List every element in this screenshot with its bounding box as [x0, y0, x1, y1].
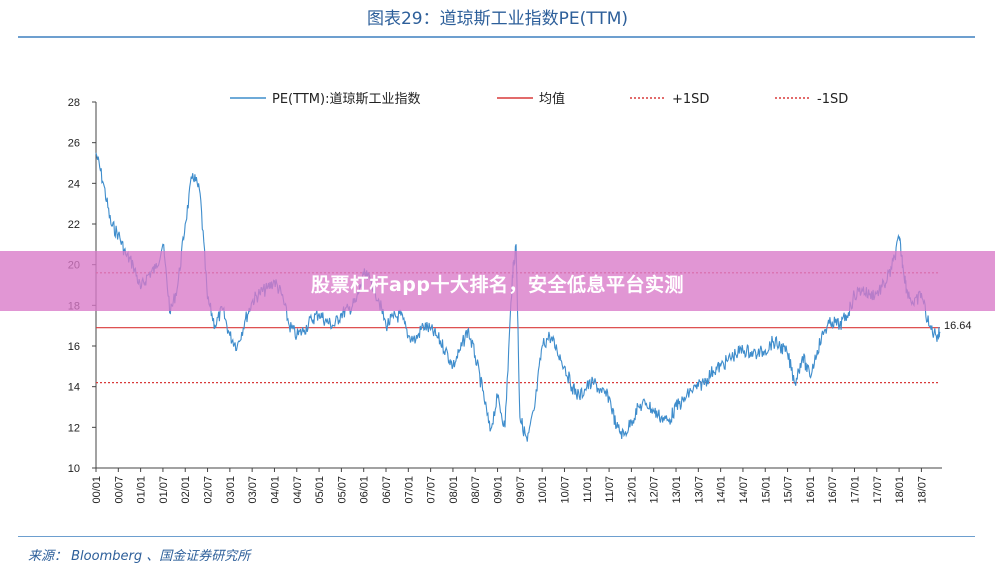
y-axis-ticks: 10121416182022242628: [68, 97, 96, 475]
x-tick-label: 11/01: [582, 476, 594, 503]
x-tick-label: 08/01: [448, 476, 460, 504]
x-tick-label: 09/01: [493, 476, 505, 504]
x-tick-label: 00/01: [91, 476, 103, 504]
x-tick-label: 04/07: [292, 476, 304, 504]
x-tick-label: 15/07: [783, 476, 795, 504]
y-tick-label: 26: [68, 138, 80, 150]
legend-label: 均值: [539, 91, 565, 107]
y-tick-label: 12: [68, 422, 80, 434]
x-tick-label: 11/07: [604, 476, 616, 503]
y-tick-label: 28: [68, 97, 80, 109]
x-axis-ticks: 00/01 00/07 01/01 01/07 02/01 02/07 03/01 03/07…: [91, 468, 928, 504]
y-tick-label: 14: [68, 382, 80, 394]
x-tick-label: 18/01: [894, 476, 906, 504]
x-tick-label: 03/07: [247, 476, 259, 504]
x-tick-label: 03/01: [225, 476, 237, 504]
end-value-label: 16.64: [944, 320, 972, 332]
x-tick-label: 01/07: [158, 476, 170, 504]
x-tick-label: 10/01: [537, 476, 549, 504]
source-note: 来源： Bloomberg 、国金证券研究所: [28, 549, 251, 564]
y-tick-label: 22: [68, 219, 80, 231]
x-tick-label: 08/07: [470, 476, 482, 504]
x-tick-label: 14/07: [738, 476, 750, 504]
x-tick-label: 05/01: [314, 476, 326, 504]
x-tick-label: 10/07: [559, 476, 571, 504]
x-tick-label: 17/07: [872, 476, 884, 504]
x-tick-label: 16/07: [827, 476, 839, 504]
x-tick-label: 09/07: [515, 476, 527, 504]
x-tick-label: 18/07: [916, 476, 928, 504]
x-tick-label: 12/01: [626, 476, 638, 504]
x-tick-label: 02/01: [180, 476, 192, 504]
x-tick-label: 04/01: [269, 476, 281, 504]
chart-title: 图表29：道琼斯工业指数PE(TTM): [366, 9, 629, 29]
x-tick-label: 06/01: [359, 476, 371, 504]
overlay-banner-text: 股票杠杆app十大排名，安全低息平台实测: [310, 274, 685, 296]
x-tick-label: 07/01: [403, 476, 415, 504]
x-tick-label: 13/01: [671, 476, 683, 504]
legend-label: -1SD: [817, 92, 848, 107]
pe-series-line: [95, 152, 941, 442]
x-tick-label: 15/01: [760, 476, 772, 504]
x-tick-label: 14/01: [716, 476, 728, 504]
legend-label: PE(TTM):道琼斯工业指数: [272, 92, 420, 107]
y-tick-label: 24: [68, 178, 80, 190]
x-tick-label: 06/07: [381, 476, 393, 504]
x-tick-label: 17/01: [849, 476, 861, 504]
x-tick-label: 02/07: [203, 476, 215, 504]
x-tick-label: 05/07: [336, 476, 348, 504]
x-tick-label: 00/07: [113, 476, 125, 504]
x-tick-label: 12/07: [649, 476, 661, 504]
legend-label: +1SD: [672, 92, 709, 107]
x-tick-label: 13/07: [693, 476, 705, 504]
title-divider: [18, 36, 975, 38]
x-tick-label: 07/07: [426, 476, 438, 504]
y-tick-label: 10: [68, 463, 80, 475]
source-divider: [18, 536, 975, 537]
overlay-banner: [0, 251, 995, 311]
y-tick-label: 16: [68, 341, 80, 353]
legend: PE(TTM):道琼斯工业指数 均值 +1SD -1SD: [230, 91, 848, 107]
x-tick-label: 16/01: [805, 476, 817, 504]
x-tick-label: 01/01: [136, 476, 148, 504]
